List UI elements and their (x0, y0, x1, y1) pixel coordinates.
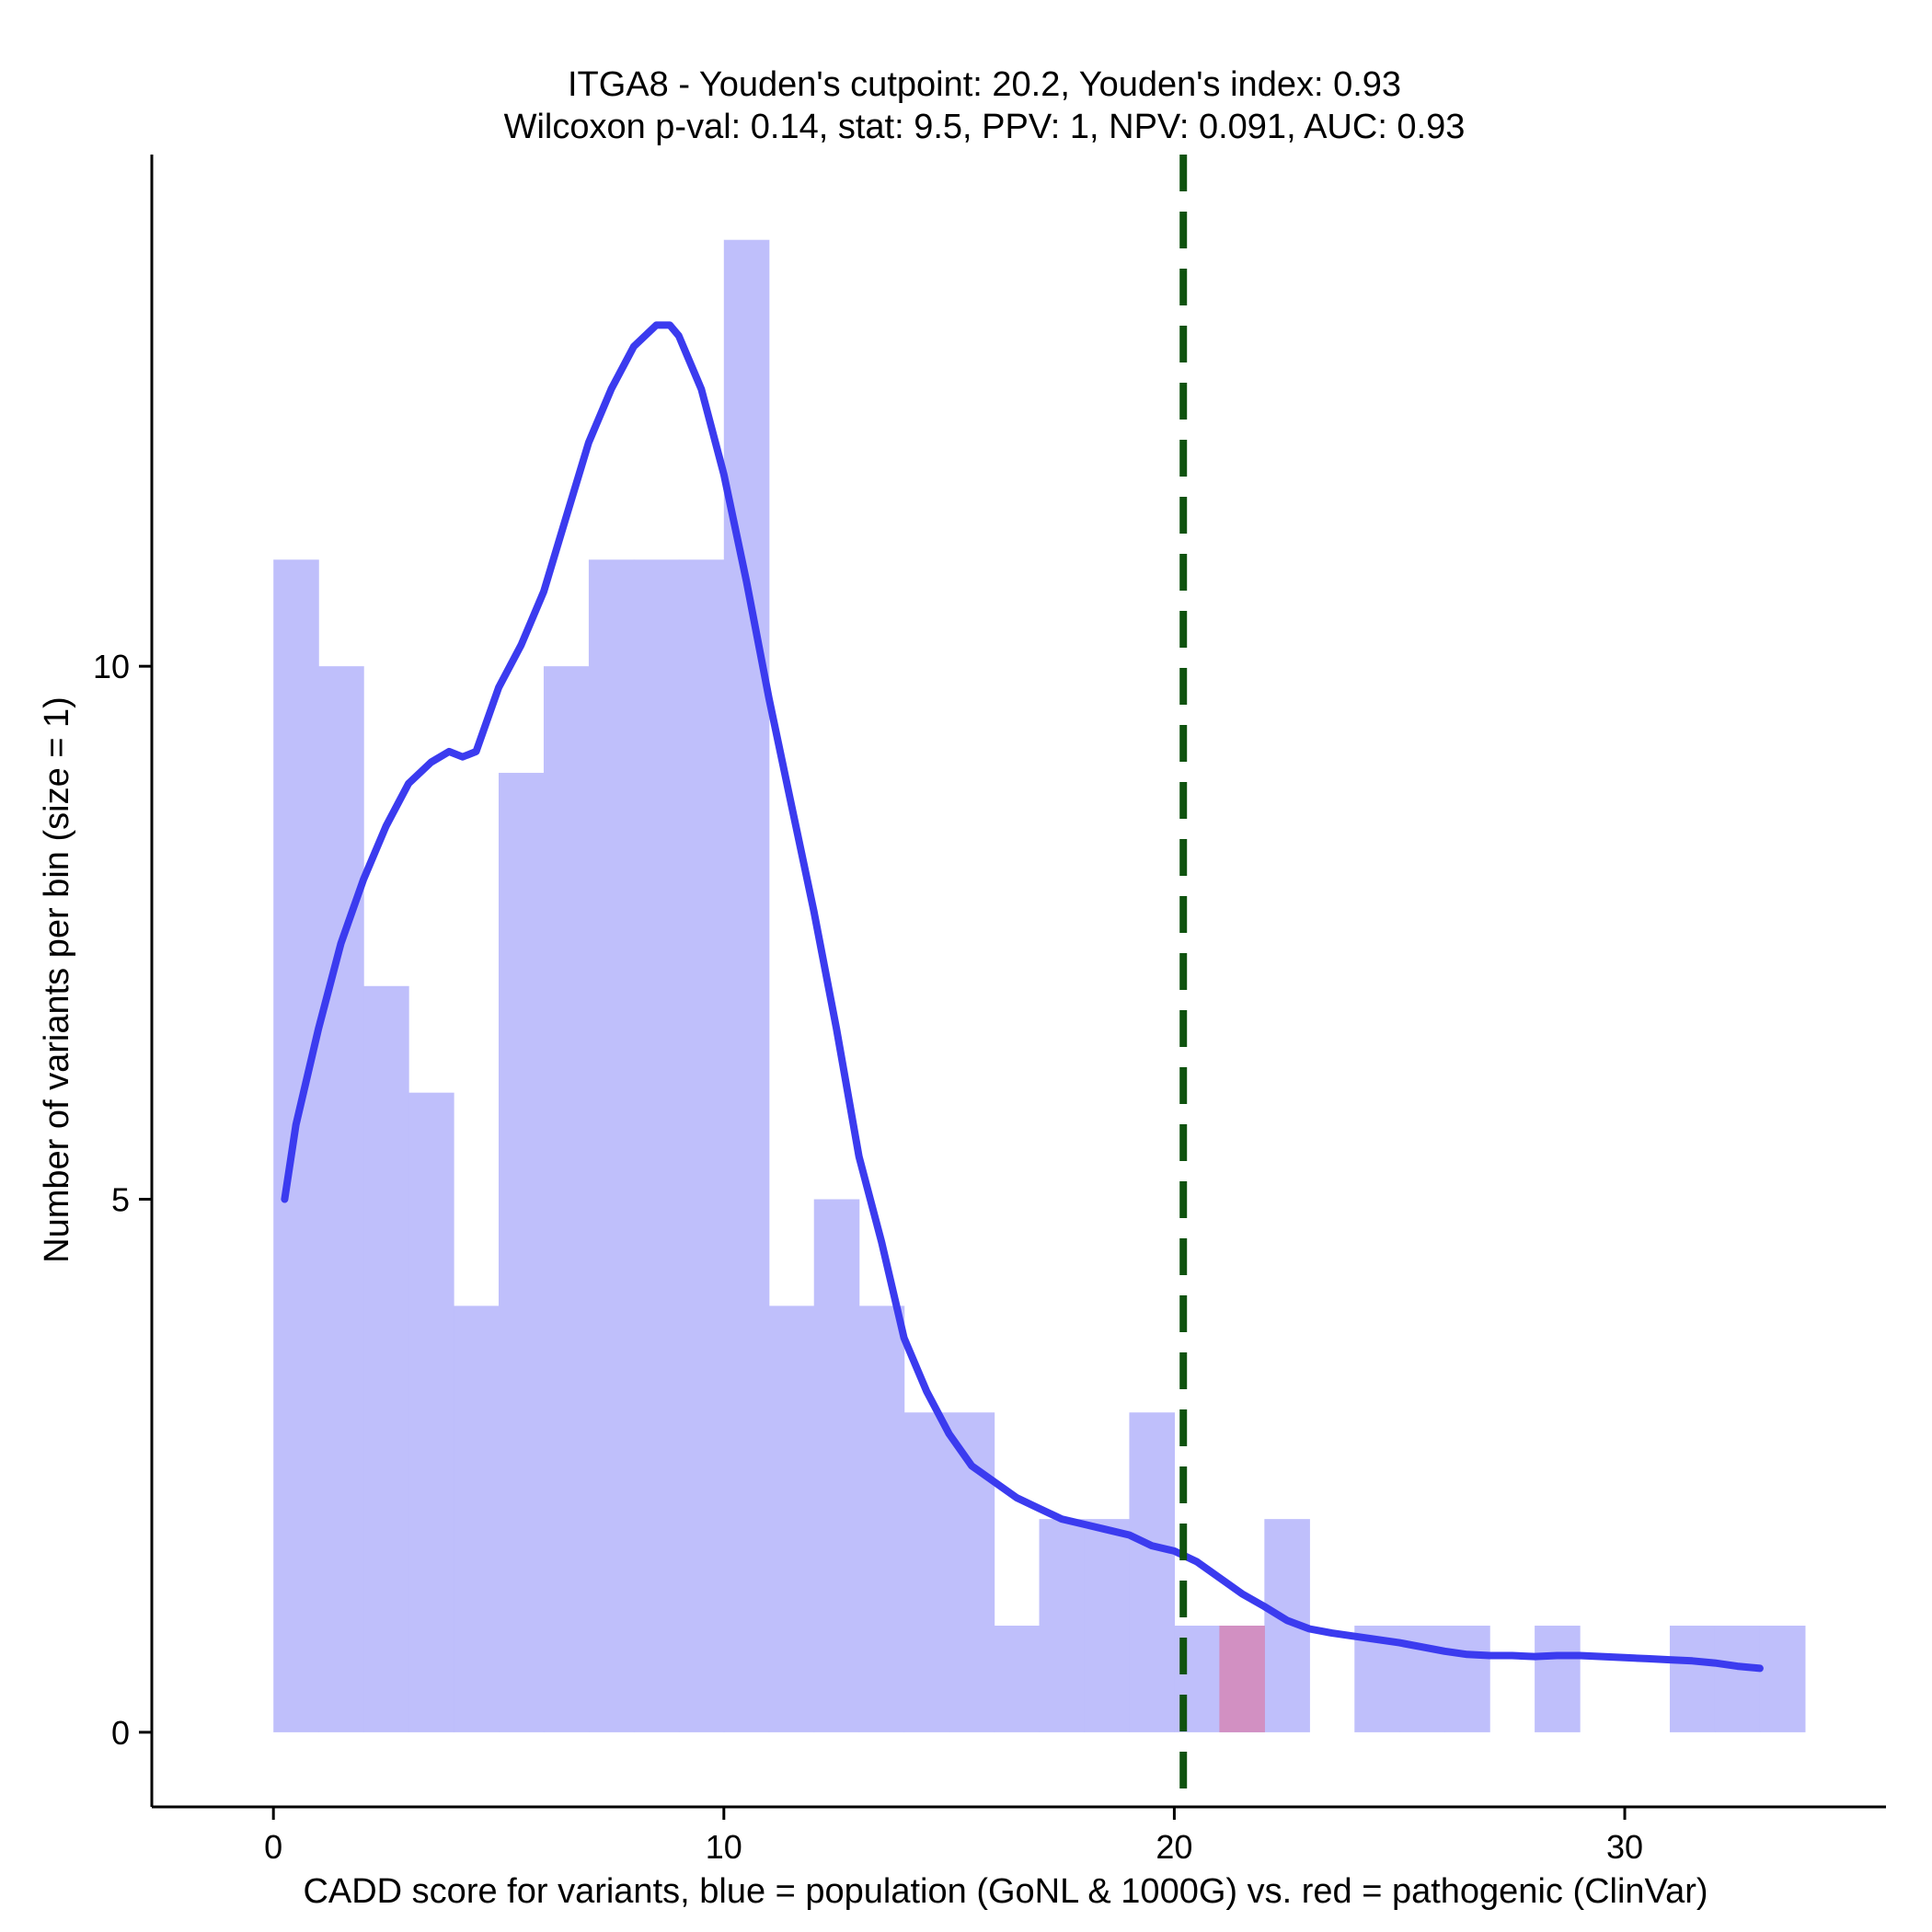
population-bar (1669, 1626, 1716, 1732)
population-bar (994, 1626, 1041, 1732)
population-bar (1444, 1626, 1490, 1732)
y-tick-label: 5 (111, 1181, 130, 1219)
population-bar (543, 666, 590, 1732)
x-tick-label: 10 (706, 1828, 742, 1866)
population-bar (813, 1199, 860, 1732)
population-bar (408, 1092, 454, 1732)
population-bar (1084, 1519, 1131, 1732)
density-curve (281, 321, 1764, 1673)
x-ticks: 0 10 20 30 (264, 1807, 1643, 1866)
pathogenic-bar (1219, 1626, 1265, 1732)
x-axis-label: CADD score for variants, blue = populati… (303, 1872, 1708, 1911)
chart-title: ITGA8 - Youden's cutpoint: 20.2, Youden'… (568, 65, 1401, 104)
population-bar (1535, 1626, 1581, 1732)
population-bar (723, 239, 770, 1732)
y-tick-label: 0 (111, 1714, 130, 1752)
population-bar (318, 666, 364, 1732)
population-bar (768, 1305, 815, 1732)
population-bar (678, 559, 725, 1732)
chart-subtitle: Wilcoxon p-val: 0.14, stat: 9.5, PPV: 1,… (504, 108, 1466, 146)
population-bar (1129, 1412, 1176, 1732)
population-bar (1759, 1626, 1806, 1732)
y-axis-label: Number of variants per bin (size = 1) (38, 696, 76, 1263)
x-tick-label: 0 (264, 1828, 282, 1866)
x-tick-label: 20 (1156, 1828, 1192, 1866)
y-tick-label: 10 (93, 648, 130, 685)
y-ticks: 0 5 10 (93, 648, 152, 1752)
population-bar (499, 773, 545, 1732)
population-bar (363, 985, 409, 1732)
bars-population (273, 239, 1806, 1732)
population-bar (454, 1305, 500, 1732)
population-bar (903, 1412, 950, 1732)
population-bar (1039, 1519, 1086, 1732)
x-tick-label: 30 (1606, 1828, 1643, 1866)
population-bar (588, 559, 635, 1732)
bars-pathogenic (1219, 1626, 1265, 1732)
population-bar (858, 1305, 905, 1732)
population-bar (1714, 1626, 1761, 1732)
population-bar (633, 559, 680, 1732)
